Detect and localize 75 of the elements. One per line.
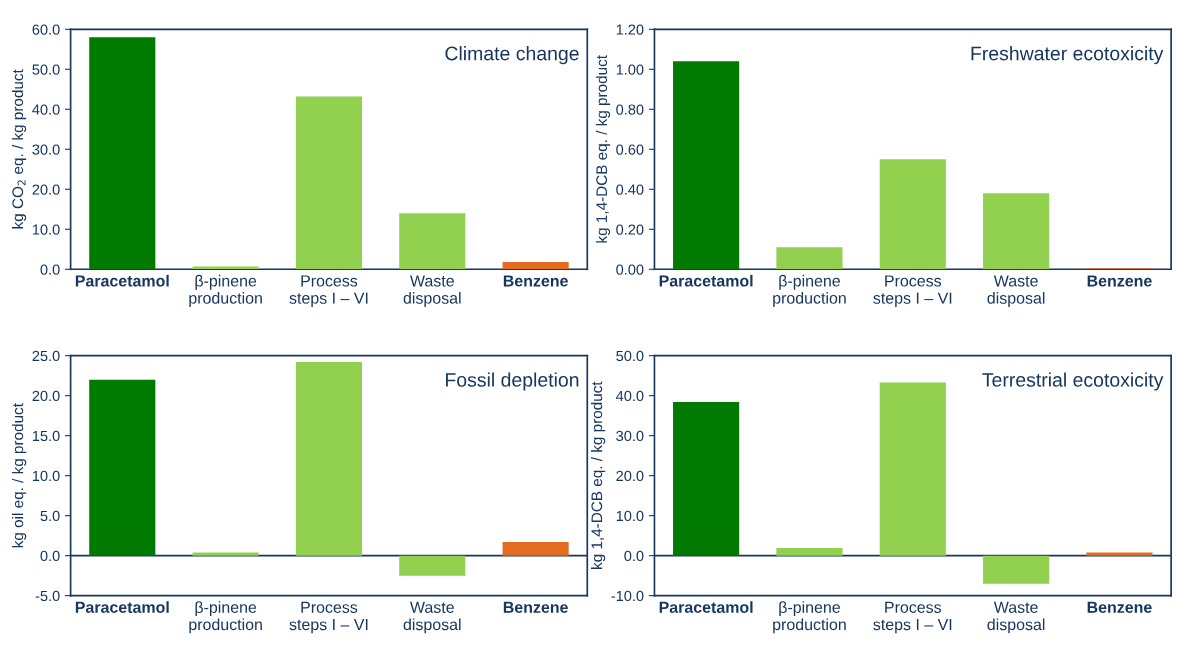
text: Terrestrial ecotoxicity	[982, 372, 1164, 391]
bar	[776, 548, 843, 556]
y-tick-label: 30.0	[32, 144, 60, 155]
bar	[192, 552, 259, 556]
x-tick-label: Paracetamol	[659, 601, 753, 613]
bar	[983, 555, 1050, 584]
x-tick-label: β-pinene production	[773, 274, 846, 307]
y-tick-label: 0.00	[616, 264, 644, 275]
y-tick-label: 40.0	[615, 390, 644, 402]
y-tick-label: 0.0	[40, 550, 60, 562]
y-axis-title: kg 1,4-DCB eq. / kg product	[591, 381, 606, 569]
y-tick-label: 15.0	[32, 430, 60, 442]
bar	[502, 262, 569, 270]
x-tick-label: Process steps I – VI	[873, 275, 952, 307]
y-tick-label: -10.0	[611, 590, 644, 602]
bar	[983, 193, 1050, 270]
y-tick-label: 20.0	[32, 390, 60, 402]
y-tick-label: 25.0	[32, 350, 60, 362]
x-tick-label: Paracetamol	[75, 601, 169, 613]
x-tick-label: Waste disposal	[403, 601, 461, 634]
y-axis-title: kg 1,4-DCB eq. / kg product	[595, 55, 611, 243]
x-tick-label: Benzene	[503, 275, 568, 287]
bar	[192, 266, 259, 270]
y-tick-label: 5.0	[40, 510, 60, 522]
y-tick-label: 40.0	[32, 104, 60, 115]
text: Fossil depletion	[446, 372, 579, 391]
x-tick-label: β-pinene production	[773, 601, 846, 634]
y-tick-label: 0.0	[40, 264, 60, 275]
y-tick-label: 1.20	[616, 24, 644, 35]
x-tick-label: Waste disposal	[987, 275, 1045, 307]
y-tick-label: 0.60	[616, 144, 644, 155]
y-tick-label: 60.0	[32, 24, 60, 35]
bar	[295, 362, 363, 556]
y-tick-label: 0.80	[616, 104, 644, 115]
bar	[1086, 552, 1153, 556]
y-tick-label: 10.0	[32, 470, 60, 482]
y-axis-title: kg oil eq. / kg product	[12, 403, 27, 548]
x-tick-label: Paracetamol	[659, 274, 753, 287]
bar	[879, 382, 946, 556]
y-tick-label: 50.0	[616, 350, 644, 362]
bar	[776, 247, 843, 270]
y-tick-label: 10.0	[616, 510, 644, 522]
x-tick-label: Benzene	[1087, 601, 1152, 613]
x-tick-label: Waste disposal	[987, 601, 1045, 634]
y-axis-title: kg CO$_{2}$ eq. / kg product	[11, 69, 27, 229]
bar	[502, 542, 569, 556]
bar	[673, 402, 740, 556]
text: Climate change	[445, 46, 579, 65]
y-tick-label: 0.40	[616, 184, 644, 195]
y-tick-label: 30.0	[616, 430, 644, 442]
bar	[673, 61, 740, 270]
text: Freshwater ecotoxicity	[971, 46, 1164, 65]
x-tick-label: Process steps I – VI	[289, 601, 368, 634]
bar	[89, 37, 156, 270]
y-tick-label: 0.0	[624, 550, 644, 562]
x-tick-label: Benzene	[1087, 275, 1152, 287]
y-tick-label: 10.0	[32, 224, 60, 235]
y-tick-label: 50.0	[32, 64, 60, 75]
y-tick-label: -5.0	[35, 590, 60, 602]
bar	[295, 96, 363, 270]
x-tick-label: β-pinene production	[189, 274, 262, 307]
y-tick-label: 20.0	[616, 470, 644, 482]
x-tick-label: Waste disposal	[403, 275, 461, 307]
bar	[399, 555, 466, 576]
y-tick-label: 20.0	[32, 184, 60, 195]
x-tick-label: Paracetamol	[75, 274, 169, 287]
x-tick-label: Process steps I – VI	[873, 601, 952, 634]
bar	[399, 213, 466, 270]
y-tick-label: 0.20	[616, 224, 644, 235]
x-tick-label: Benzene	[503, 601, 568, 613]
x-tick-label: β-pinene production	[189, 601, 262, 634]
y-tick-label: 1.00	[616, 64, 644, 75]
bar	[89, 379, 156, 556]
x-tick-label: Process steps I – VI	[289, 275, 368, 307]
bar	[879, 159, 946, 270]
